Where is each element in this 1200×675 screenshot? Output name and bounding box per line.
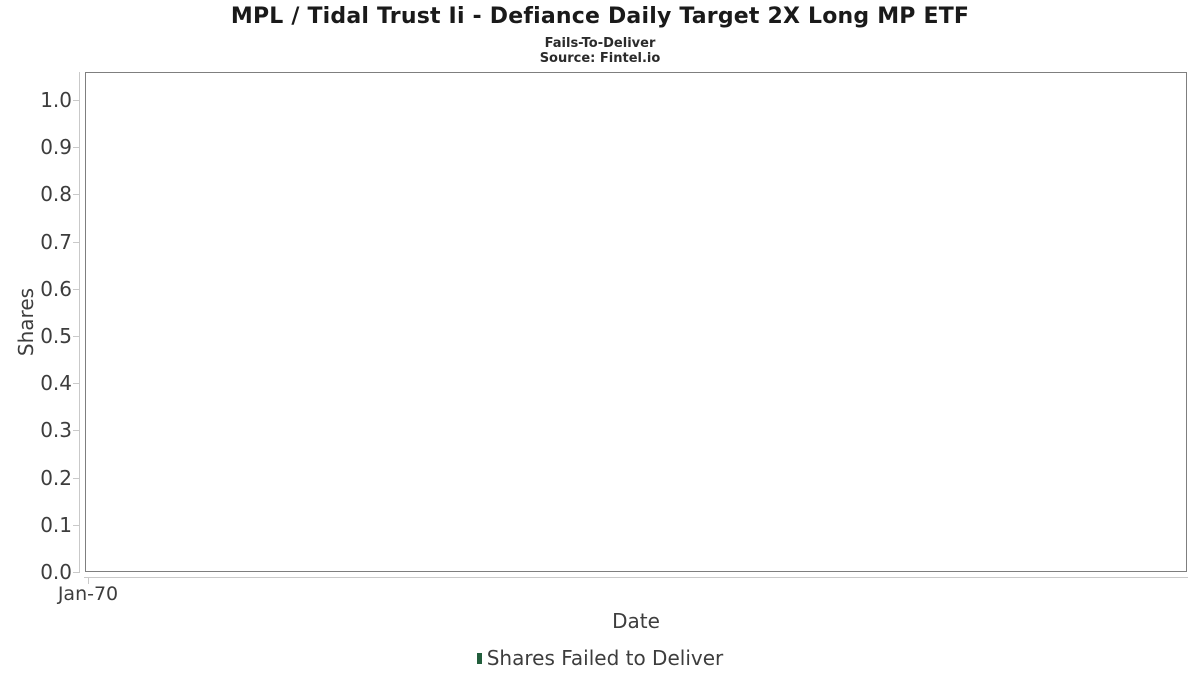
x-tick-label: Jan-70: [57, 583, 119, 605]
y-tick-label: 0.8: [40, 182, 72, 207]
y-tick-label: 0.1: [40, 512, 72, 537]
y-axis-tick: [73, 336, 79, 337]
chart-title: MPL / Tidal Trust Ii - Defiance Daily Ta…: [230, 4, 970, 29]
x-axis-line: [84, 577, 1188, 578]
y-tick-label: 0.6: [40, 276, 72, 301]
y-axis-tick: [73, 241, 79, 243]
legend-series-label: Shares Failed to Deliver: [486, 646, 724, 670]
y-axis-tick: [73, 288, 79, 290]
x-axis-title: Date: [612, 609, 660, 633]
y-tick-label: 0.5: [40, 324, 72, 348]
y-tick-label: 0.3: [40, 418, 72, 443]
y-axis-tick: [73, 100, 79, 101]
y-axis-tick: [73, 572, 79, 573]
y-axis-tick: [73, 383, 79, 385]
y-axis-tick: [73, 194, 79, 196]
y-axis-tick: [73, 147, 79, 149]
y-axis-tick: [73, 477, 79, 479]
y-tick-label: 0.0: [40, 560, 72, 584]
y-axis-tick: [73, 430, 79, 432]
y-tick-label: 0.4: [40, 371, 72, 396]
y-tick-label: 1.0: [40, 88, 72, 112]
legend: Shares Failed to Deliver: [0, 646, 1200, 670]
chart-source-credit: Source: Fintel.io: [539, 51, 661, 66]
x-axis-tick: [88, 578, 89, 584]
chart-subtitle: Fails-To-Deliver: [544, 36, 656, 51]
y-tick-label: 0.2: [40, 465, 72, 490]
y-axis-tick: [73, 524, 79, 526]
plot-area: [85, 72, 1187, 572]
y-tick-label: 0.9: [40, 135, 72, 160]
y-axis-line: [79, 72, 80, 573]
legend-bar-marker-icon: [476, 652, 482, 664]
y-axis-title: Shares: [14, 287, 38, 357]
y-tick-label: 0.7: [40, 229, 72, 254]
